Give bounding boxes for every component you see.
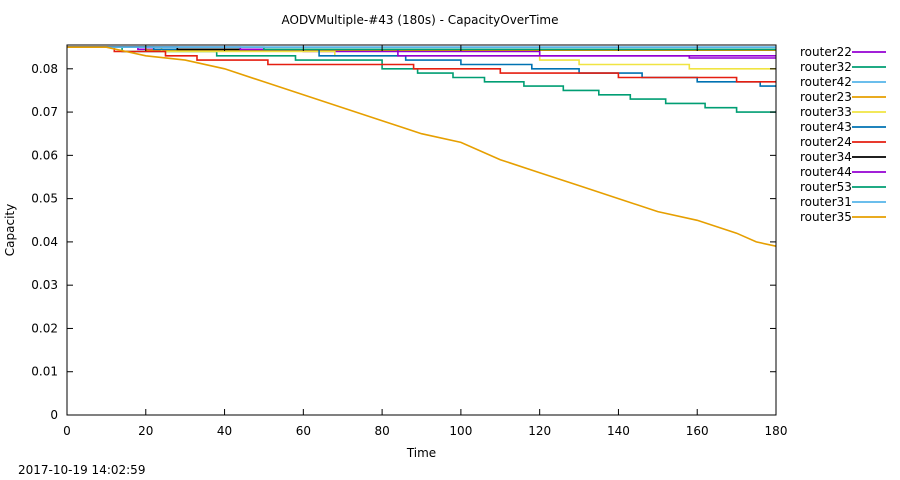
axes-layer: 0 0.01 0.02 0.03 0.04 0.05 0.06 0.07 0.08 0 20 40 60… <box>31 45 787 438</box>
y-tick-label: 0.06 <box>31 148 58 162</box>
series-line-router43 <box>67 46 776 87</box>
y-tick-label: 0.03 <box>31 278 58 292</box>
legend-label: router24 <box>800 135 852 149</box>
x-tick-label: 180 <box>765 424 788 438</box>
x-tick-label: 140 <box>607 424 630 438</box>
legend-label: router35 <box>800 210 852 224</box>
legend-label: router34 <box>800 150 852 164</box>
series-line-router24 <box>67 46 776 83</box>
series-line-router22 <box>67 46 776 59</box>
timestamp: 2017-10-19 14:02:59 <box>18 463 146 477</box>
series-line-router35 <box>67 46 777 247</box>
legend-label: router32 <box>800 60 852 74</box>
x-tick-label: 60 <box>296 424 311 438</box>
plot-frame <box>66 44 777 416</box>
legend-label: router43 <box>800 120 852 134</box>
x-tick-label: 40 <box>217 424 232 438</box>
y-tick-label: 0.05 <box>31 192 58 206</box>
x-tick-label: 80 <box>374 424 389 438</box>
legend-label: router31 <box>800 195 852 209</box>
x-tick-label: 0 <box>63 424 71 438</box>
x-axis-label: Time <box>406 446 436 460</box>
legend-label: router42 <box>800 75 852 89</box>
series-layer <box>67 46 777 247</box>
legend-label: router33 <box>800 105 852 119</box>
y-tick-label: 0.02 <box>31 321 58 335</box>
y-tick-label: 0.04 <box>31 235 58 249</box>
series-line-router32 <box>67 46 776 113</box>
legend-label: router23 <box>800 90 852 104</box>
x-tick-label: 100 <box>449 424 472 438</box>
x-tick-label: 160 <box>686 424 709 438</box>
y-tick-label: 0.08 <box>31 62 58 76</box>
x-tick-label: 120 <box>528 424 551 438</box>
chart-title: AODVMultiple-#43 (180s) - CapacityOverTi… <box>282 13 559 27</box>
legend-label: router53 <box>800 180 852 194</box>
x-tick-label: 20 <box>138 424 153 438</box>
y-tick-label: 0.07 <box>31 105 58 119</box>
legend: router22router32router42router23router33… <box>800 45 886 224</box>
y-axis-label: Capacity <box>3 204 17 256</box>
legend-label: router44 <box>800 165 852 179</box>
y-tick-label: 0 <box>50 408 58 422</box>
y-tick-label: 0.01 <box>31 365 58 379</box>
legend-label: router22 <box>800 45 852 59</box>
